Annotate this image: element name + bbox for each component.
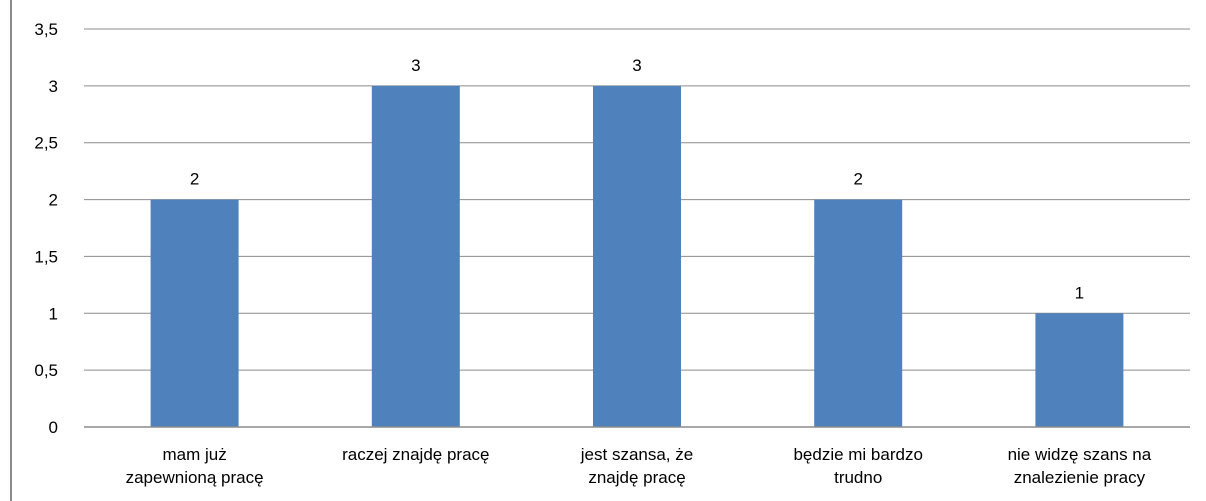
y-tick-label: 2,5 <box>34 134 58 153</box>
bar <box>593 85 681 427</box>
category-label: będzie mi bardzo trudno <box>793 445 922 487</box>
category-label: jest szansa, że znajdę pracę <box>580 445 693 487</box>
category-labels: mam już zapewnioną pracę raczej znajdę pra… <box>126 445 1152 487</box>
y-axis-tick-labels: 0 0,5 1 1,5 2 2,5 3 3,5 <box>34 20 58 437</box>
y-tick-label: 3,5 <box>34 20 58 39</box>
y-tick-label: 1,5 <box>34 247 58 266</box>
y-tick-label: 0 <box>49 418 58 437</box>
bar <box>814 199 903 427</box>
category-label: raczej znajdę pracę <box>342 445 489 464</box>
category-label: nie widzę szans na znalezienie pracy <box>1008 445 1152 487</box>
y-tick-label: 2 <box>49 191 58 210</box>
y-tick-label: 1 <box>49 304 58 323</box>
data-label: 2 <box>190 170 199 189</box>
data-label: 2 <box>853 170 862 189</box>
data-label: 1 <box>1075 283 1084 302</box>
bar <box>371 85 460 427</box>
bar <box>150 199 239 427</box>
data-label: 3 <box>411 56 420 75</box>
bar <box>1035 313 1124 427</box>
data-label: 3 <box>632 56 641 75</box>
data-labels: 2 3 3 2 1 <box>190 56 1084 302</box>
bars <box>150 85 1124 427</box>
category-label: mam już zapewnioną pracę <box>126 445 264 487</box>
y-tick-label: 0,5 <box>34 361 58 380</box>
y-tick-label: 3 <box>49 77 58 96</box>
